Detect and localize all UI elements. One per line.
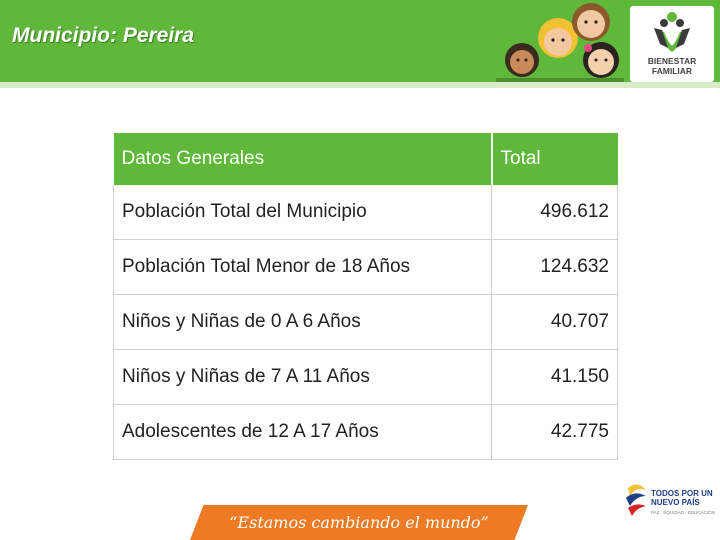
header-stripe: [0, 82, 720, 88]
table-row: Población Total del Municipio 496.612: [113, 185, 618, 240]
table-row: Población Total Menor de 18 Años 124.632: [113, 239, 618, 295]
datos-generales-table: Datos Generales Total Población Total de…: [113, 133, 618, 460]
row-value: 41.150: [491, 349, 618, 405]
slogan-text: “Estamos cambiando el mundo”: [229, 513, 489, 532]
row-value: 42.775: [491, 404, 618, 460]
table-row: Niños y Niñas de 7 A 11 Años 41.150: [113, 349, 618, 405]
row-label: Población Total Menor de 18 Años: [113, 239, 492, 295]
todos-por-un-nuevo-pais-logo: TODOS POR UN NUEVO PAÍS PAZ · EQUIDAD · …: [624, 482, 716, 522]
row-label: Niños y Niñas de 7 A 11 Años: [113, 349, 492, 405]
table-row: Adolescentes de 12 A 17 Años 42.775: [113, 404, 618, 460]
row-value: 496.612: [491, 185, 618, 240]
slogan-banner: “Estamos cambiando el mundo”: [190, 505, 528, 540]
row-label: Adolescentes de 12 A 17 Años: [113, 404, 492, 460]
table-header-row: Datos Generales Total: [113, 133, 618, 185]
page-title: Municipio: Pereira: [12, 24, 195, 47]
logo-line-2: FAMILIAR: [651, 66, 693, 76]
row-value: 124.632: [491, 239, 618, 295]
colombia-flag-icon: [626, 484, 646, 516]
gov-line-3: PAZ · EQUIDAD · EDUCACIÓN: [651, 510, 715, 515]
logo-line-1: BIENESTAR: [647, 56, 697, 66]
gov-line-1: TODOS POR UN: [651, 489, 713, 498]
header-datos-generales: Datos Generales: [113, 133, 492, 185]
children-illustration-icon: [496, 3, 624, 82]
row-label: Población Total del Municipio: [113, 185, 492, 240]
header-total: Total: [490, 133, 618, 185]
bienestar-familiar-logo: BIENESTAR FAMILIAR: [630, 6, 714, 82]
table-row: Niños y Niñas de 0 A 6 Años 40.707: [113, 294, 618, 350]
bienestar-familiar-icon: [654, 12, 690, 52]
row-label: Niños y Niñas de 0 A 6 Años: [113, 294, 492, 350]
gov-line-2: NUEVO PAÍS: [651, 498, 700, 507]
row-value: 40.707: [491, 294, 618, 350]
